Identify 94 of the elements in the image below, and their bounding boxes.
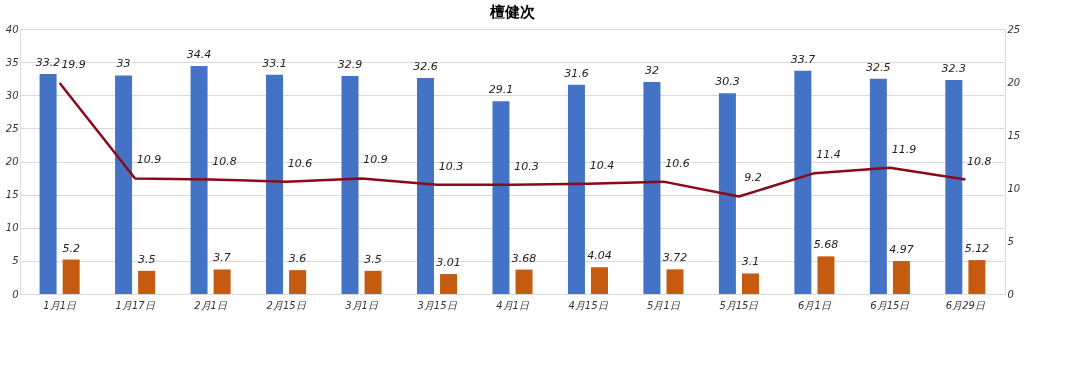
x-tick-label: 5月15日 xyxy=(719,299,760,311)
y2-tick-label: 0 xyxy=(1007,288,1014,300)
x-tick-label: 1月17日 xyxy=(115,299,156,311)
data-label: 30.3 xyxy=(715,75,740,89)
data-label: 4.97 xyxy=(889,243,914,257)
data-label: 3.01 xyxy=(436,256,461,270)
data-label: 3.68 xyxy=(511,251,537,265)
bar xyxy=(266,74,284,294)
data-label: 3.7 xyxy=(213,251,231,265)
chart-title: 檀健次 xyxy=(489,3,536,21)
bar xyxy=(341,76,359,294)
data-label: 34.4 xyxy=(186,48,212,62)
bar xyxy=(567,84,585,294)
data-label: 3.5 xyxy=(364,252,382,266)
bar xyxy=(364,270,382,294)
x-tick-label: 3月1日 xyxy=(345,299,379,311)
bar xyxy=(492,101,510,294)
data-label: 32 xyxy=(644,64,659,77)
data-label: 29.1 xyxy=(488,83,514,97)
bar xyxy=(190,66,208,294)
data-label: 32.6 xyxy=(413,60,438,74)
bar xyxy=(515,269,533,294)
y-tick-label: 5 xyxy=(12,255,19,267)
data-label: 3.72 xyxy=(662,251,688,265)
data-label: 33.2 xyxy=(35,56,61,70)
bar xyxy=(115,75,133,294)
bar xyxy=(289,270,307,294)
bar xyxy=(138,270,156,294)
y2-tick-label: 10 xyxy=(1007,182,1021,194)
x-tick-label: 4月15日 xyxy=(568,299,609,311)
data-label: 32.3 xyxy=(941,62,967,76)
data-label: 32.5 xyxy=(866,60,891,74)
bar xyxy=(643,82,661,294)
x-tick-label: 5月1日 xyxy=(647,299,681,311)
y-tick-label: 25 xyxy=(5,122,19,134)
x-tick-label: 4月1日 xyxy=(496,299,530,311)
data-label: 5.12 xyxy=(964,242,990,256)
y-tick-label: 10 xyxy=(5,222,19,234)
bar xyxy=(39,74,57,294)
data-label: 10.3 xyxy=(514,159,539,173)
data-label: 3.5 xyxy=(137,252,156,266)
bar xyxy=(416,78,434,294)
y-tick-label: 20 xyxy=(5,156,19,167)
x-tick-label: 1月1日 xyxy=(43,299,77,311)
data-label: 19.9 xyxy=(61,58,86,72)
bar xyxy=(817,256,835,294)
y-tick-label: 30 xyxy=(5,89,19,101)
bar xyxy=(892,261,910,294)
x-tick-label: 6月29日 xyxy=(945,299,986,311)
data-label: 11.4 xyxy=(816,148,841,162)
x-tick-label: 6月15日 xyxy=(870,299,911,311)
data-label: 3.1 xyxy=(741,255,760,269)
bar xyxy=(62,259,80,294)
y-tick-label: 15 xyxy=(5,189,19,201)
data-label: 3.6 xyxy=(288,252,307,266)
data-label: 5.2 xyxy=(62,241,80,255)
data-label: 10.6 xyxy=(665,156,690,170)
bar xyxy=(794,70,812,294)
y-tick-label: 0 xyxy=(12,288,19,300)
data-label: 10.8 xyxy=(212,154,237,168)
bar xyxy=(945,80,963,294)
y-tick-label: 35 xyxy=(5,56,19,68)
data-label: 33.7 xyxy=(790,52,816,66)
data-label: 10.6 xyxy=(287,156,313,170)
data-label: 10.9 xyxy=(363,153,388,167)
bar xyxy=(591,267,609,294)
data-label: 5.68 xyxy=(813,238,839,252)
y2-tick-label: 25 xyxy=(1007,23,1021,35)
data-label: 33.1 xyxy=(262,56,287,70)
bar xyxy=(968,260,986,294)
data-label: 31.6 xyxy=(564,66,589,80)
y2-tick-label: 20 xyxy=(1007,76,1021,88)
y-tick-label: 40 xyxy=(5,23,19,35)
x-tick-label: 3月15日 xyxy=(417,299,458,311)
bar xyxy=(741,273,759,294)
x-tick-label: 2月15日 xyxy=(266,299,307,311)
bar xyxy=(213,269,231,294)
data-label: 9.2 xyxy=(744,171,762,185)
data-label: 10.9 xyxy=(136,153,162,167)
data-label: 11.9 xyxy=(891,142,917,156)
x-tick-label: 6月1日 xyxy=(798,299,832,311)
bar xyxy=(440,274,458,294)
data-label: 4.04 xyxy=(587,249,612,263)
data-label: 10.8 xyxy=(967,154,992,168)
data-label: 33 xyxy=(116,57,131,71)
data-label: 32.9 xyxy=(337,58,363,72)
data-label: 10.3 xyxy=(438,159,464,173)
x-tick-label: 2月1日 xyxy=(194,299,228,311)
bar xyxy=(718,93,736,294)
bar xyxy=(666,269,684,294)
y2-tick-label: 5 xyxy=(1007,235,1014,247)
bar xyxy=(869,78,887,294)
data-label: 10.4 xyxy=(589,158,615,172)
y2-tick-label: 15 xyxy=(1007,129,1021,141)
